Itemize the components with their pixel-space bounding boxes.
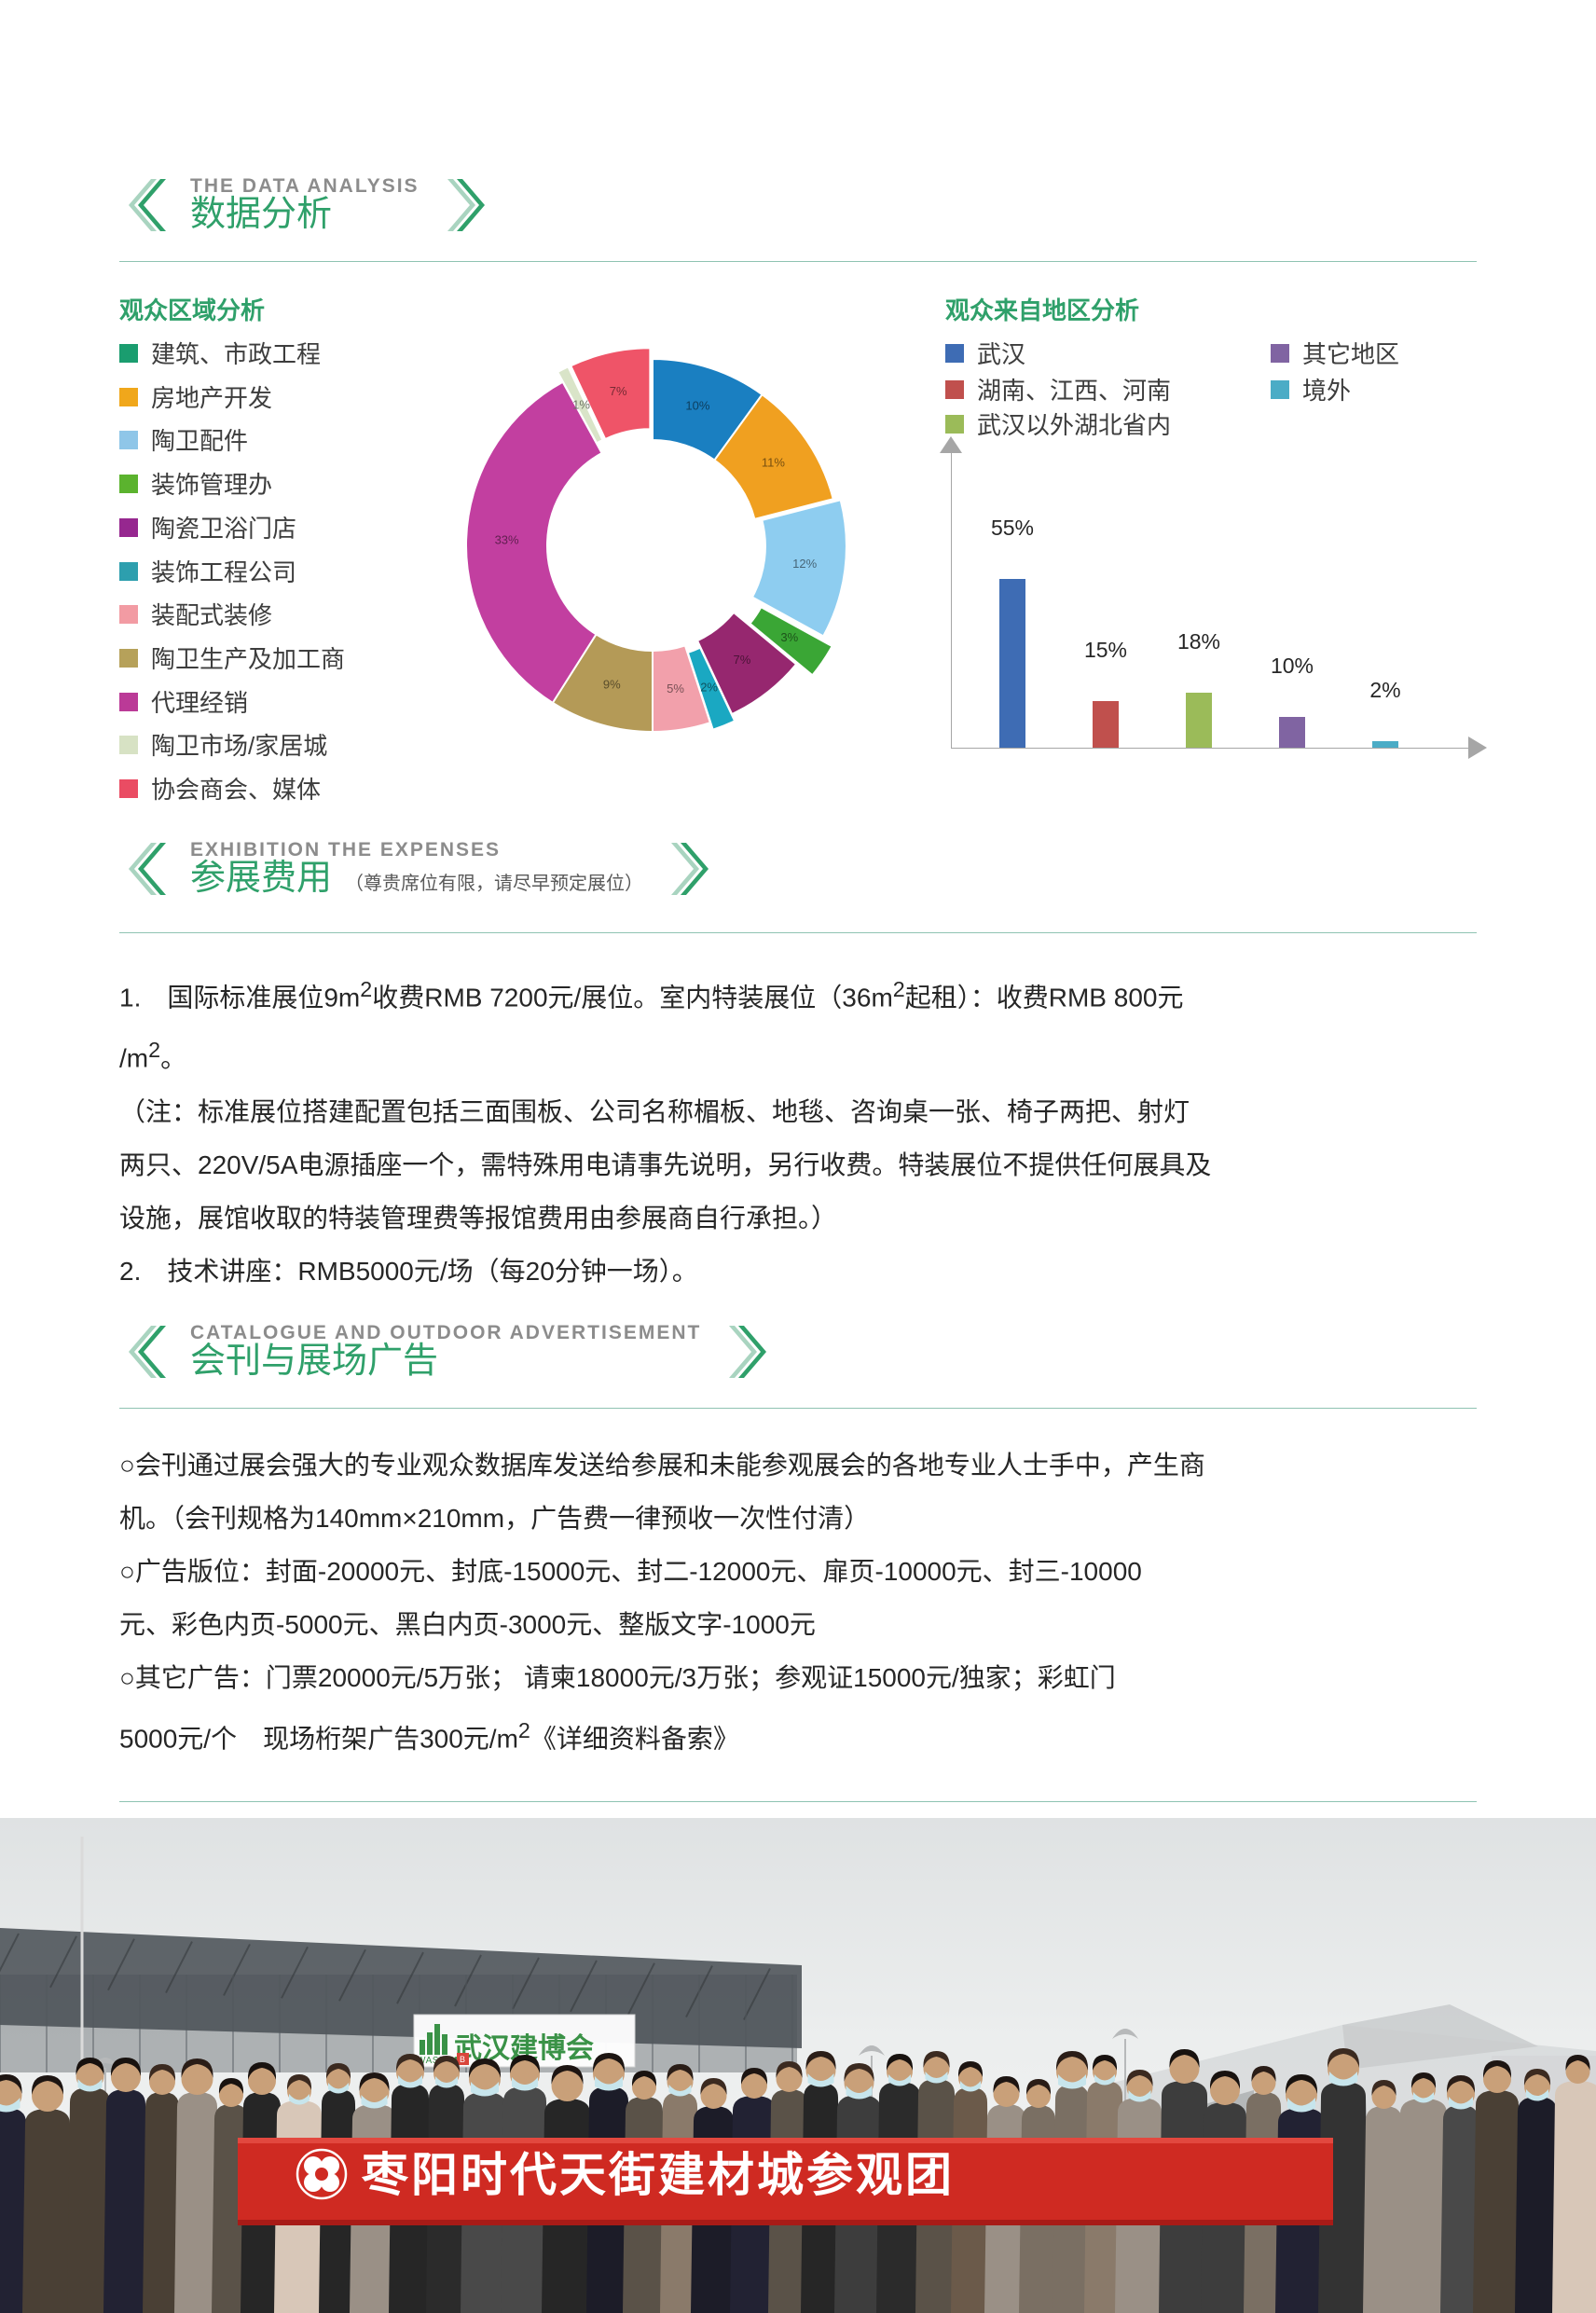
- svg-text:7%: 7%: [610, 384, 627, 398]
- svg-text:12%: 12%: [792, 557, 817, 571]
- svg-text:5%: 5%: [667, 682, 684, 695]
- svg-text:11%: 11%: [762, 455, 785, 469]
- svg-text:10%: 10%: [685, 399, 709, 413]
- svg-text:7%: 7%: [734, 653, 751, 667]
- svg-text:3%: 3%: [780, 630, 798, 644]
- svg-text:9%: 9%: [603, 678, 621, 692]
- svg-text:B: B: [460, 2055, 465, 2064]
- svg-text:1%: 1%: [572, 397, 590, 411]
- svg-text:枣阳时代天街建材城参观团: 枣阳时代天街建材城参观团: [361, 2149, 955, 2201]
- svg-text:33%: 33%: [495, 533, 519, 547]
- svg-text:2%: 2%: [700, 680, 718, 694]
